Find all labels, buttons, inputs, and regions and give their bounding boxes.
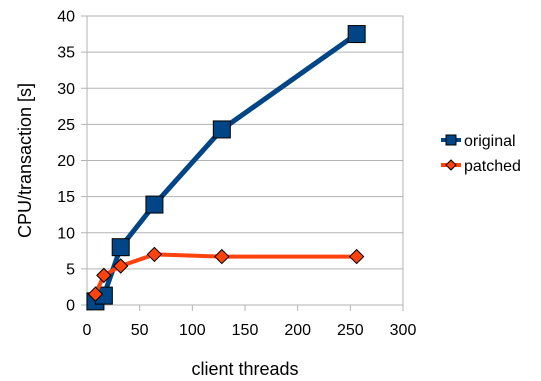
original-point	[212, 120, 231, 139]
y-tick-label: 20	[57, 153, 75, 170]
series-original	[86, 25, 366, 311]
original-point	[111, 238, 130, 257]
x-tick-label: 250	[337, 322, 364, 339]
x-tick-label: 200	[284, 322, 311, 339]
original-point	[347, 25, 366, 44]
legend-item-original: original	[441, 133, 516, 150]
y-tick-label: 35	[57, 45, 75, 62]
patched-point	[348, 248, 365, 265]
x-tick-label: 300	[390, 322, 417, 339]
y-tick-label: 10	[57, 225, 75, 242]
y-tick-label: 30	[57, 81, 75, 98]
patched-line	[93, 252, 357, 295]
legend-item-patched: patched	[441, 158, 521, 175]
series-layer	[86, 25, 366, 311]
legend: original patched	[441, 133, 521, 175]
x-axis-ticks: 0 50 100 150 200 250 300	[83, 305, 417, 339]
y-tick-label: 25	[57, 117, 75, 134]
legend-label: patched	[464, 158, 521, 175]
y-tick-label: 5	[66, 261, 75, 278]
x-tick-label: 0	[83, 322, 92, 339]
y-tick-label: 40	[57, 9, 75, 26]
original-point	[145, 195, 164, 214]
x-tick-label: 100	[179, 322, 206, 339]
x-tick-label: 50	[131, 322, 149, 339]
patched-point	[112, 258, 129, 274]
series-patched	[87, 246, 365, 302]
y-tick-label: 15	[57, 189, 75, 206]
x-tick-label: 150	[232, 322, 259, 339]
legend-marker-diamond	[445, 159, 457, 171]
patched-point	[146, 246, 163, 263]
legend-label: original	[464, 133, 516, 150]
patched-point	[87, 286, 104, 302]
patched-point	[214, 248, 230, 265]
legend-marker-square	[445, 134, 457, 146]
y-axis-title: CPU/transaction [s]	[15, 83, 35, 238]
patched-point	[96, 267, 112, 284]
y-tick-label: 0	[66, 298, 75, 315]
y-axis-ticks: 0 5 10 15 20 25 30 35 40	[57, 9, 87, 315]
x-axis-title: client threads	[191, 359, 298, 379]
